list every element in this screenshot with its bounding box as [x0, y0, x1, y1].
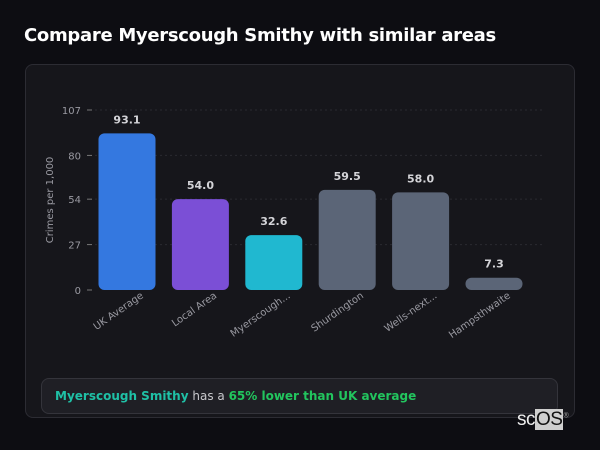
y-tick-label: 54	[68, 195, 81, 206]
x-tick-label: Local Area	[170, 290, 219, 329]
x-tick-label: Hampsthwaite	[447, 290, 513, 341]
y-tick-label: 80	[68, 151, 81, 162]
data-label: 7.3	[484, 258, 504, 271]
summary-text: has a	[188, 389, 229, 403]
bar-uk-average	[98, 133, 156, 290]
x-tick-label: UK Average	[92, 290, 146, 332]
scos-logo: scOS®	[517, 409, 569, 430]
y-tick-label: 27	[68, 241, 81, 252]
bar-shurdington	[318, 189, 376, 290]
summary-comparison: 65% lower than UK average	[228, 389, 417, 403]
summary-area: Myerscough Smithy	[55, 389, 189, 403]
y-axis-label: Crimes per 1,000	[45, 157, 56, 244]
data-label: 54.0	[187, 179, 214, 192]
bar-local-area	[171, 199, 229, 290]
data-label: 93.1	[113, 113, 140, 126]
data-label: 59.5	[334, 170, 361, 183]
bar-wells-next-	[392, 192, 450, 290]
bar-hampsthwaite	[465, 277, 523, 290]
x-tick-label: Wells-next...	[383, 290, 440, 334]
x-tick-label: Myerscough...	[229, 290, 293, 339]
data-label: 32.6	[260, 215, 287, 228]
page-title: Compare Myerscough Smithy with similar a…	[24, 25, 496, 46]
y-tick-label: 107	[62, 106, 81, 117]
y-tick-label: 0	[75, 286, 81, 297]
data-label: 58.0	[407, 172, 434, 185]
summary-box: Myerscough Smithy has a 65% lower than U…	[41, 378, 558, 414]
x-tick-label: Shurdington	[310, 290, 366, 334]
bar-myerscough-	[245, 235, 303, 290]
